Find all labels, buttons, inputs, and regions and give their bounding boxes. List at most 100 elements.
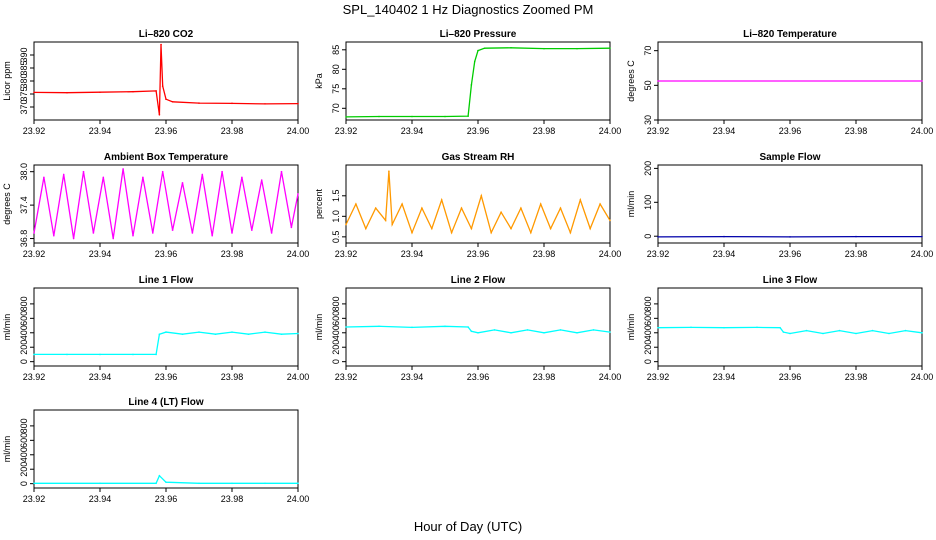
panel-title: Gas Stream RH [442,152,515,163]
data-point [609,47,611,50]
x-tick-label: 23.92 [335,126,358,136]
data-point [543,47,545,50]
data-point [102,176,105,179]
x-tick-label: 23.92 [647,126,670,136]
data-point [411,231,413,234]
data-point [181,182,184,184]
x-tick-label: 23.98 [845,249,868,259]
data-point [33,232,35,234]
data-point [888,332,890,335]
data-point [789,332,791,335]
y-tick-label: 600 [19,311,29,326]
data-point [231,331,233,333]
data-point [165,481,167,484]
panel-title: Line 3 Flow [763,275,818,286]
data-point [559,329,562,331]
data-point [198,102,200,104]
x-tick-label: 23.98 [845,372,868,382]
panel-title: Ambient Box Temperature [104,152,229,163]
x-tick-label: 23.96 [155,372,178,382]
y-tick-label: 80 [331,64,341,74]
x-tick-label: 23.96 [779,126,802,136]
data-point [838,329,841,332]
data-point [756,326,758,329]
panel-title: Line 4 (LT) Flow [128,397,204,408]
data-point [345,326,347,328]
y-tick-label: 0 [19,481,29,486]
data-point [211,234,213,237]
x-tick-label: 23.92 [23,126,46,136]
chart-panel: Gas Stream RH 23.92 23.94 23.96 23.98 24.00 0.… [314,152,621,259]
data-point [270,232,273,234]
data-point [132,234,134,237]
x-tick-label: 23.96 [155,494,178,504]
data-point [921,235,923,238]
panel-title: Li–820 CO2 [139,29,194,40]
y-axis-label: degrees C [2,183,12,225]
data-point [723,235,725,238]
data-point [152,232,154,234]
plot-frame [33,41,299,121]
data-point [723,326,725,329]
y-tick-label: 50 [643,80,653,90]
x-tick-label: 23.94 [89,494,112,504]
data-point [520,207,522,209]
data-point [231,232,233,234]
data-point [921,331,923,334]
data-point [470,84,473,86]
data-point [231,482,233,485]
y-tick-label: 70 [643,46,653,56]
data-point [805,329,808,332]
x-tick-label: 24.00 [599,126,622,136]
data-point [231,102,233,105]
data-point [779,326,781,329]
data-point [657,80,659,82]
plot-frame [345,41,611,121]
data-point [66,91,68,94]
y-tick-label: 390 [19,47,29,62]
data-point [33,482,35,485]
data-point [510,331,512,334]
data-point [264,103,266,105]
data-point [388,170,390,172]
data-point [171,101,174,103]
y-tick-label: 75 [331,84,341,94]
y-tick-label: 70 [331,103,341,113]
data-point [477,331,479,334]
data-point [609,219,611,222]
data-point [99,91,101,93]
data-point [198,331,200,333]
data-point [510,227,512,230]
x-tick-label: 23.92 [23,494,46,504]
x-tick-label: 24.00 [287,126,310,136]
data-point [391,223,394,226]
data-point [530,231,532,234]
data-point [158,333,161,336]
data-point [345,223,347,226]
data-point [421,207,423,209]
data-point [526,329,529,331]
y-tick-label: 375 [19,86,29,101]
data-point [477,49,479,52]
x-tick-label: 24.00 [287,372,310,382]
data-point [132,353,134,356]
x-tick-label: 23.94 [713,372,736,382]
chart-panel: Li–820 Pressure 23.92 23.94 23.96 23.98 24.00… [314,29,621,136]
y-tick-label: 200 [643,161,653,176]
data-point [160,43,162,46]
x-tick-label: 23.94 [713,249,736,259]
data-point [589,227,591,230]
y-axis-label: percent [314,188,324,219]
y-tick-label: 37.4 [19,196,29,214]
y-tick-label: 800 [19,296,29,311]
series-line [345,325,611,334]
chart-panel: Li–820 Temperature 23.92 23.94 23.96 23.98 24… [626,29,933,136]
data-point [378,115,380,118]
x-tick-label: 23.98 [533,249,556,259]
x-axis-label: Hour of Day (UTC) [414,519,522,534]
y-axis-label: kPa [314,73,324,89]
y-tick-label: 30 [643,115,653,125]
y-tick-label: 1.0 [331,210,341,223]
